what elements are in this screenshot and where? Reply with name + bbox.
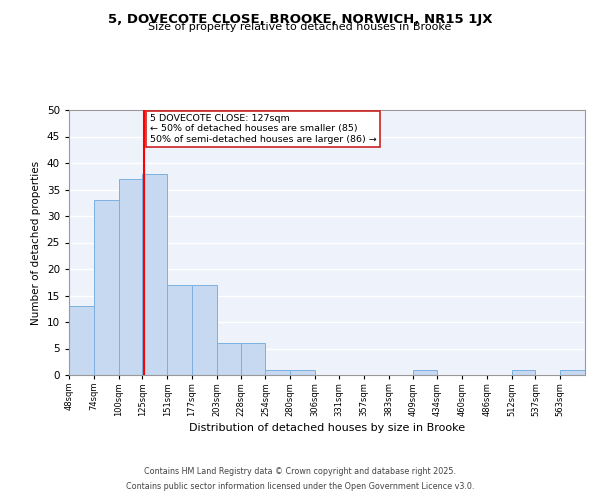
Bar (142, 174, 167, 375)
X-axis label: Distribution of detached houses by size in Brooke: Distribution of detached houses by size … (189, 423, 465, 433)
Text: Size of property relative to detached houses in Brooke: Size of property relative to detached ho… (148, 22, 452, 32)
Text: Contains HM Land Registry data © Crown copyright and database right 2025.: Contains HM Land Registry data © Crown c… (144, 467, 456, 476)
Bar (119, 179, 142, 375)
Bar (241, 343, 265, 375)
Bar (217, 343, 241, 375)
Bar (69, 306, 94, 375)
Bar (192, 285, 217, 375)
Bar (265, 370, 290, 375)
Text: 5, DOVECOTE CLOSE, BROOKE, NORWICH, NR15 1JX: 5, DOVECOTE CLOSE, BROOKE, NORWICH, NR15… (108, 12, 492, 26)
Bar (94, 200, 119, 375)
Bar (167, 285, 192, 375)
Bar (413, 370, 437, 375)
Text: 5 DOVECOTE CLOSE: 127sqm
← 50% of detached houses are smaller (85)
50% of semi-d: 5 DOVECOTE CLOSE: 127sqm ← 50% of detach… (149, 114, 376, 144)
Y-axis label: Number of detached properties: Number of detached properties (31, 160, 41, 324)
Bar (512, 370, 535, 375)
Text: Contains public sector information licensed under the Open Government Licence v3: Contains public sector information licen… (126, 482, 474, 491)
Bar (290, 370, 315, 375)
Bar (560, 370, 585, 375)
